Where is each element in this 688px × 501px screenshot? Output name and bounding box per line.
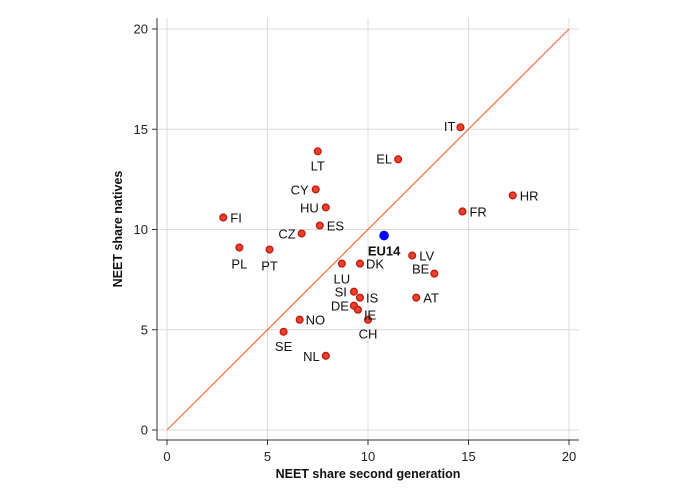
point-hu [321, 203, 330, 212]
y-tick-label: 5 [141, 322, 148, 337]
point-label-se: SE [275, 339, 293, 354]
x-tick-label: 10 [361, 449, 375, 464]
point-se [279, 327, 288, 336]
tick-labels: 0 5 10 15 20 0 5 10 15 20 [134, 22, 577, 465]
point-lu [337, 259, 346, 268]
x-tick-label: 20 [562, 449, 576, 464]
point-ie [353, 305, 363, 314]
x-tick-label: 15 [461, 449, 475, 464]
y-axis-title: NEET share natives [111, 171, 125, 288]
point-label-it: IT [444, 119, 456, 134]
x-axis-title: NEET share second generation [276, 467, 461, 481]
point-label-lt: LT [311, 158, 325, 173]
point-lv [408, 251, 417, 260]
point-label-be: BE [412, 262, 430, 277]
point-label-ie: IE [364, 308, 377, 323]
point-label-pl: PL [231, 257, 247, 272]
y-tick-label: 20 [134, 22, 148, 37]
x-tick-label: 0 [163, 449, 170, 464]
grid-lines [157, 18, 579, 440]
point-label-is: IS [366, 291, 379, 306]
point-si [349, 287, 358, 296]
point-be [430, 269, 439, 278]
point-label-cz: CZ [278, 227, 295, 242]
point-label-es: ES [327, 218, 345, 233]
point-label-fi: FI [230, 210, 242, 225]
highlight-point-eu14 [379, 230, 389, 241]
data-points [219, 123, 517, 360]
point-hr [508, 191, 517, 200]
point-ch [363, 315, 373, 324]
point-label-hu: HU [300, 200, 319, 215]
point-label-de: DE [331, 299, 349, 314]
point-label-fr: FR [469, 204, 486, 219]
point-lt [313, 147, 322, 156]
point-cy [311, 185, 320, 194]
x-tick-label: 5 [264, 449, 271, 464]
point-dk [355, 259, 365, 268]
point-label-el: EL [376, 151, 392, 166]
point-label-hr: HR [520, 188, 539, 203]
point-label-lu: LU [334, 272, 351, 287]
point-pt [265, 245, 274, 254]
point-el [394, 155, 403, 164]
point-label-at: AT [423, 291, 439, 306]
point-is [355, 293, 365, 302]
point-label-no: NO [306, 313, 326, 328]
point-label-lv: LV [419, 249, 434, 264]
point-label-eu14: EU14 [368, 244, 401, 259]
point-label-nl: NL [303, 349, 320, 364]
point-at [412, 293, 421, 302]
point-fr [458, 207, 467, 216]
y-tick-label: 10 [134, 222, 148, 237]
point-no [295, 315, 304, 324]
diagonal-reference-line [166, 28, 570, 431]
point-nl [321, 351, 330, 360]
point-cz [297, 229, 306, 238]
axes [152, 18, 579, 445]
point-label-ch: CH [359, 327, 378, 342]
point-it [456, 123, 465, 132]
y-tick-label: 15 [134, 122, 148, 137]
point-label-dk: DK [366, 257, 384, 272]
point-label-si: SI [335, 285, 347, 300]
point-label-pt: PT [261, 259, 278, 274]
point-labels: IT EL LT HR CY HU FR FI ES CZ PL PT EU14 LV DK LU BE SI IS… [230, 119, 538, 364]
point-fi [219, 213, 228, 222]
y-tick-label: 0 [141, 423, 148, 438]
point-es [315, 221, 324, 230]
point-pl [235, 243, 244, 252]
point-label-cy: CY [291, 182, 309, 197]
